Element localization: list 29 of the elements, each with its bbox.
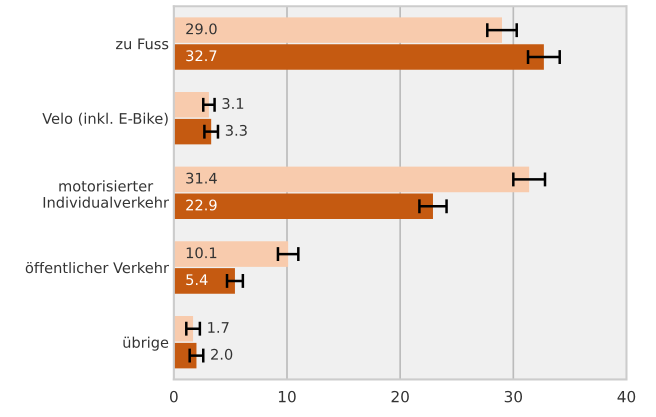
bar bbox=[174, 241, 288, 267]
bar bbox=[174, 17, 502, 43]
y-tick-label: zu Fuss bbox=[116, 38, 168, 50]
data-label: 10.1 bbox=[186, 247, 216, 258]
data-label: 2.0 bbox=[211, 348, 232, 360]
x-tick-label: 20 bbox=[392, 390, 409, 402]
data-label: 1.7 bbox=[208, 322, 229, 333]
bar bbox=[174, 194, 433, 220]
x-tick-label: 30 bbox=[504, 390, 522, 402]
x-tick-label: 10 bbox=[278, 390, 296, 402]
bar bbox=[174, 44, 544, 70]
data-label: 31.4 bbox=[186, 172, 217, 184]
x-tick-label: 40 bbox=[618, 390, 636, 402]
bar bbox=[174, 118, 212, 144]
y-tick-label: übrige bbox=[123, 336, 168, 351]
bar bbox=[174, 92, 209, 118]
data-label: 22.9 bbox=[186, 200, 217, 211]
x-tick-label: 0 bbox=[170, 390, 178, 402]
bar bbox=[174, 268, 235, 294]
y-tick-label: öffentlicher Verkehr bbox=[26, 262, 169, 274]
data-label: 3.1 bbox=[222, 98, 244, 110]
bar bbox=[174, 166, 530, 192]
y-tick-label: motorisierter Individualverkehr bbox=[44, 180, 169, 208]
data-label: 5.4 bbox=[186, 274, 208, 286]
bar bbox=[174, 342, 196, 368]
y-tick-label: Velo (inkl. E-Bike) bbox=[42, 112, 168, 126]
data-label: 29.0 bbox=[186, 23, 217, 34]
data-label: 3.3 bbox=[226, 124, 247, 136]
data-label: 32.7 bbox=[186, 50, 216, 62]
